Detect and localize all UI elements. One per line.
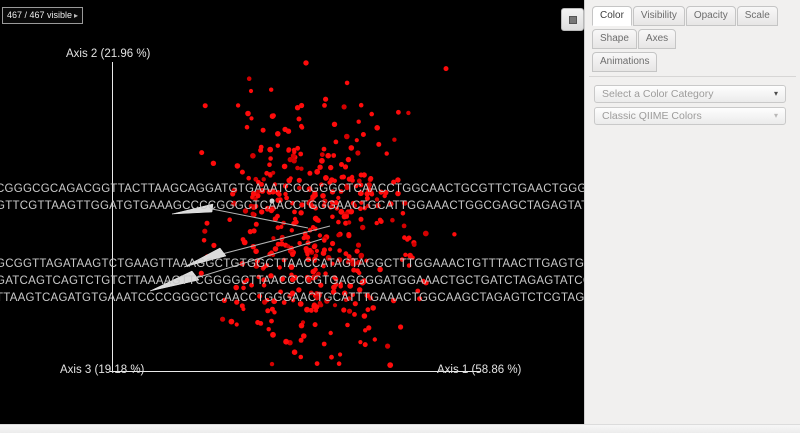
taxa-sequence-label: CGGGCGCAGACGGTTACTTAAGCAGGATGTGAAATCCCGG… [0, 183, 584, 195]
biplot-arrows [149, 203, 331, 292]
axis-1-label: Axis 1 (58.86 %) [437, 364, 522, 376]
counter-caret-icon: ▸ [74, 11, 79, 20]
visible-count-badge: 467 / 467 visible ▸ [2, 7, 84, 24]
taxa-sequence-label: GCGGTTAGATAAGTCTGAAGTTAAAGGCTGTGGCTTAACC… [0, 258, 584, 270]
color-category-value: Select a Color Category [602, 88, 714, 100]
colormap-value: Classic QIIME Colors [602, 110, 702, 122]
taxa-sequence-label: GATCAGTCAGTCTGTCTTAAAAGTTCGGGGCTTAACCCCG… [0, 275, 584, 287]
biplot-arrow-line [221, 225, 331, 255]
scatter-layer [149, 60, 457, 368]
chevron-down-icon: ▾ [773, 111, 778, 120]
biplot-arrow-head [183, 247, 227, 268]
colormap-select[interactable]: Classic QIIME Colors ▾ [594, 107, 786, 125]
sample-points [198, 60, 457, 368]
pcoa-plot-canvas[interactable]: Axis 2 (21.96 %) Axis 3 (19.18 %) Axis 1… [0, 0, 584, 424]
taxa-sequence-label: GTTCGTTAAGTTGGATGTGAAAGCCCCGGGCTCAACCTGG… [0, 200, 584, 212]
tab-opacity[interactable]: Opacity [685, 6, 736, 26]
panel-toggle-button[interactable] [561, 8, 584, 31]
axis-2-label: Axis 2 (21.96 %) [66, 48, 151, 60]
tab-color[interactable]: Color [592, 6, 632, 26]
axis-3-label: Axis 3 (19.18 %) [60, 364, 145, 376]
color-category-select[interactable]: Select a Color Category ▾ [594, 85, 786, 103]
settings-tabs: Color Visibility Opacity Scale Shape Axes Ani… [585, 0, 800, 74]
biplot-arrow-head [149, 270, 200, 292]
visible-count-text: 467 / 467 visible [7, 10, 73, 20]
tab-axes[interactable]: Axes [637, 29, 677, 49]
tab-animations[interactable]: Animations [592, 52, 658, 72]
biplot-arrow-line [195, 238, 323, 279]
taxa-sequence-label: TTAAGTCAGATGTGAAATCCCCGGGCTCAACCTGGGAACT… [0, 292, 584, 304]
biplot-arrow-head [171, 203, 214, 215]
tab-visibility[interactable]: Visibility [632, 6, 685, 26]
bottom-strip [0, 424, 800, 433]
panel-divider [589, 76, 796, 77]
settings-panel: Color Visibility Opacity Scale Shape Axes Ani… [584, 0, 800, 424]
tab-scale[interactable]: Scale [736, 6, 778, 26]
panel-toggle-icon [568, 15, 577, 24]
axis-1-line [110, 371, 480, 372]
chevron-down-icon: ▾ [773, 89, 778, 98]
tab-shape[interactable]: Shape [592, 29, 637, 49]
axis-2-line [112, 62, 113, 372]
biplot-arrow-line [211, 208, 309, 229]
